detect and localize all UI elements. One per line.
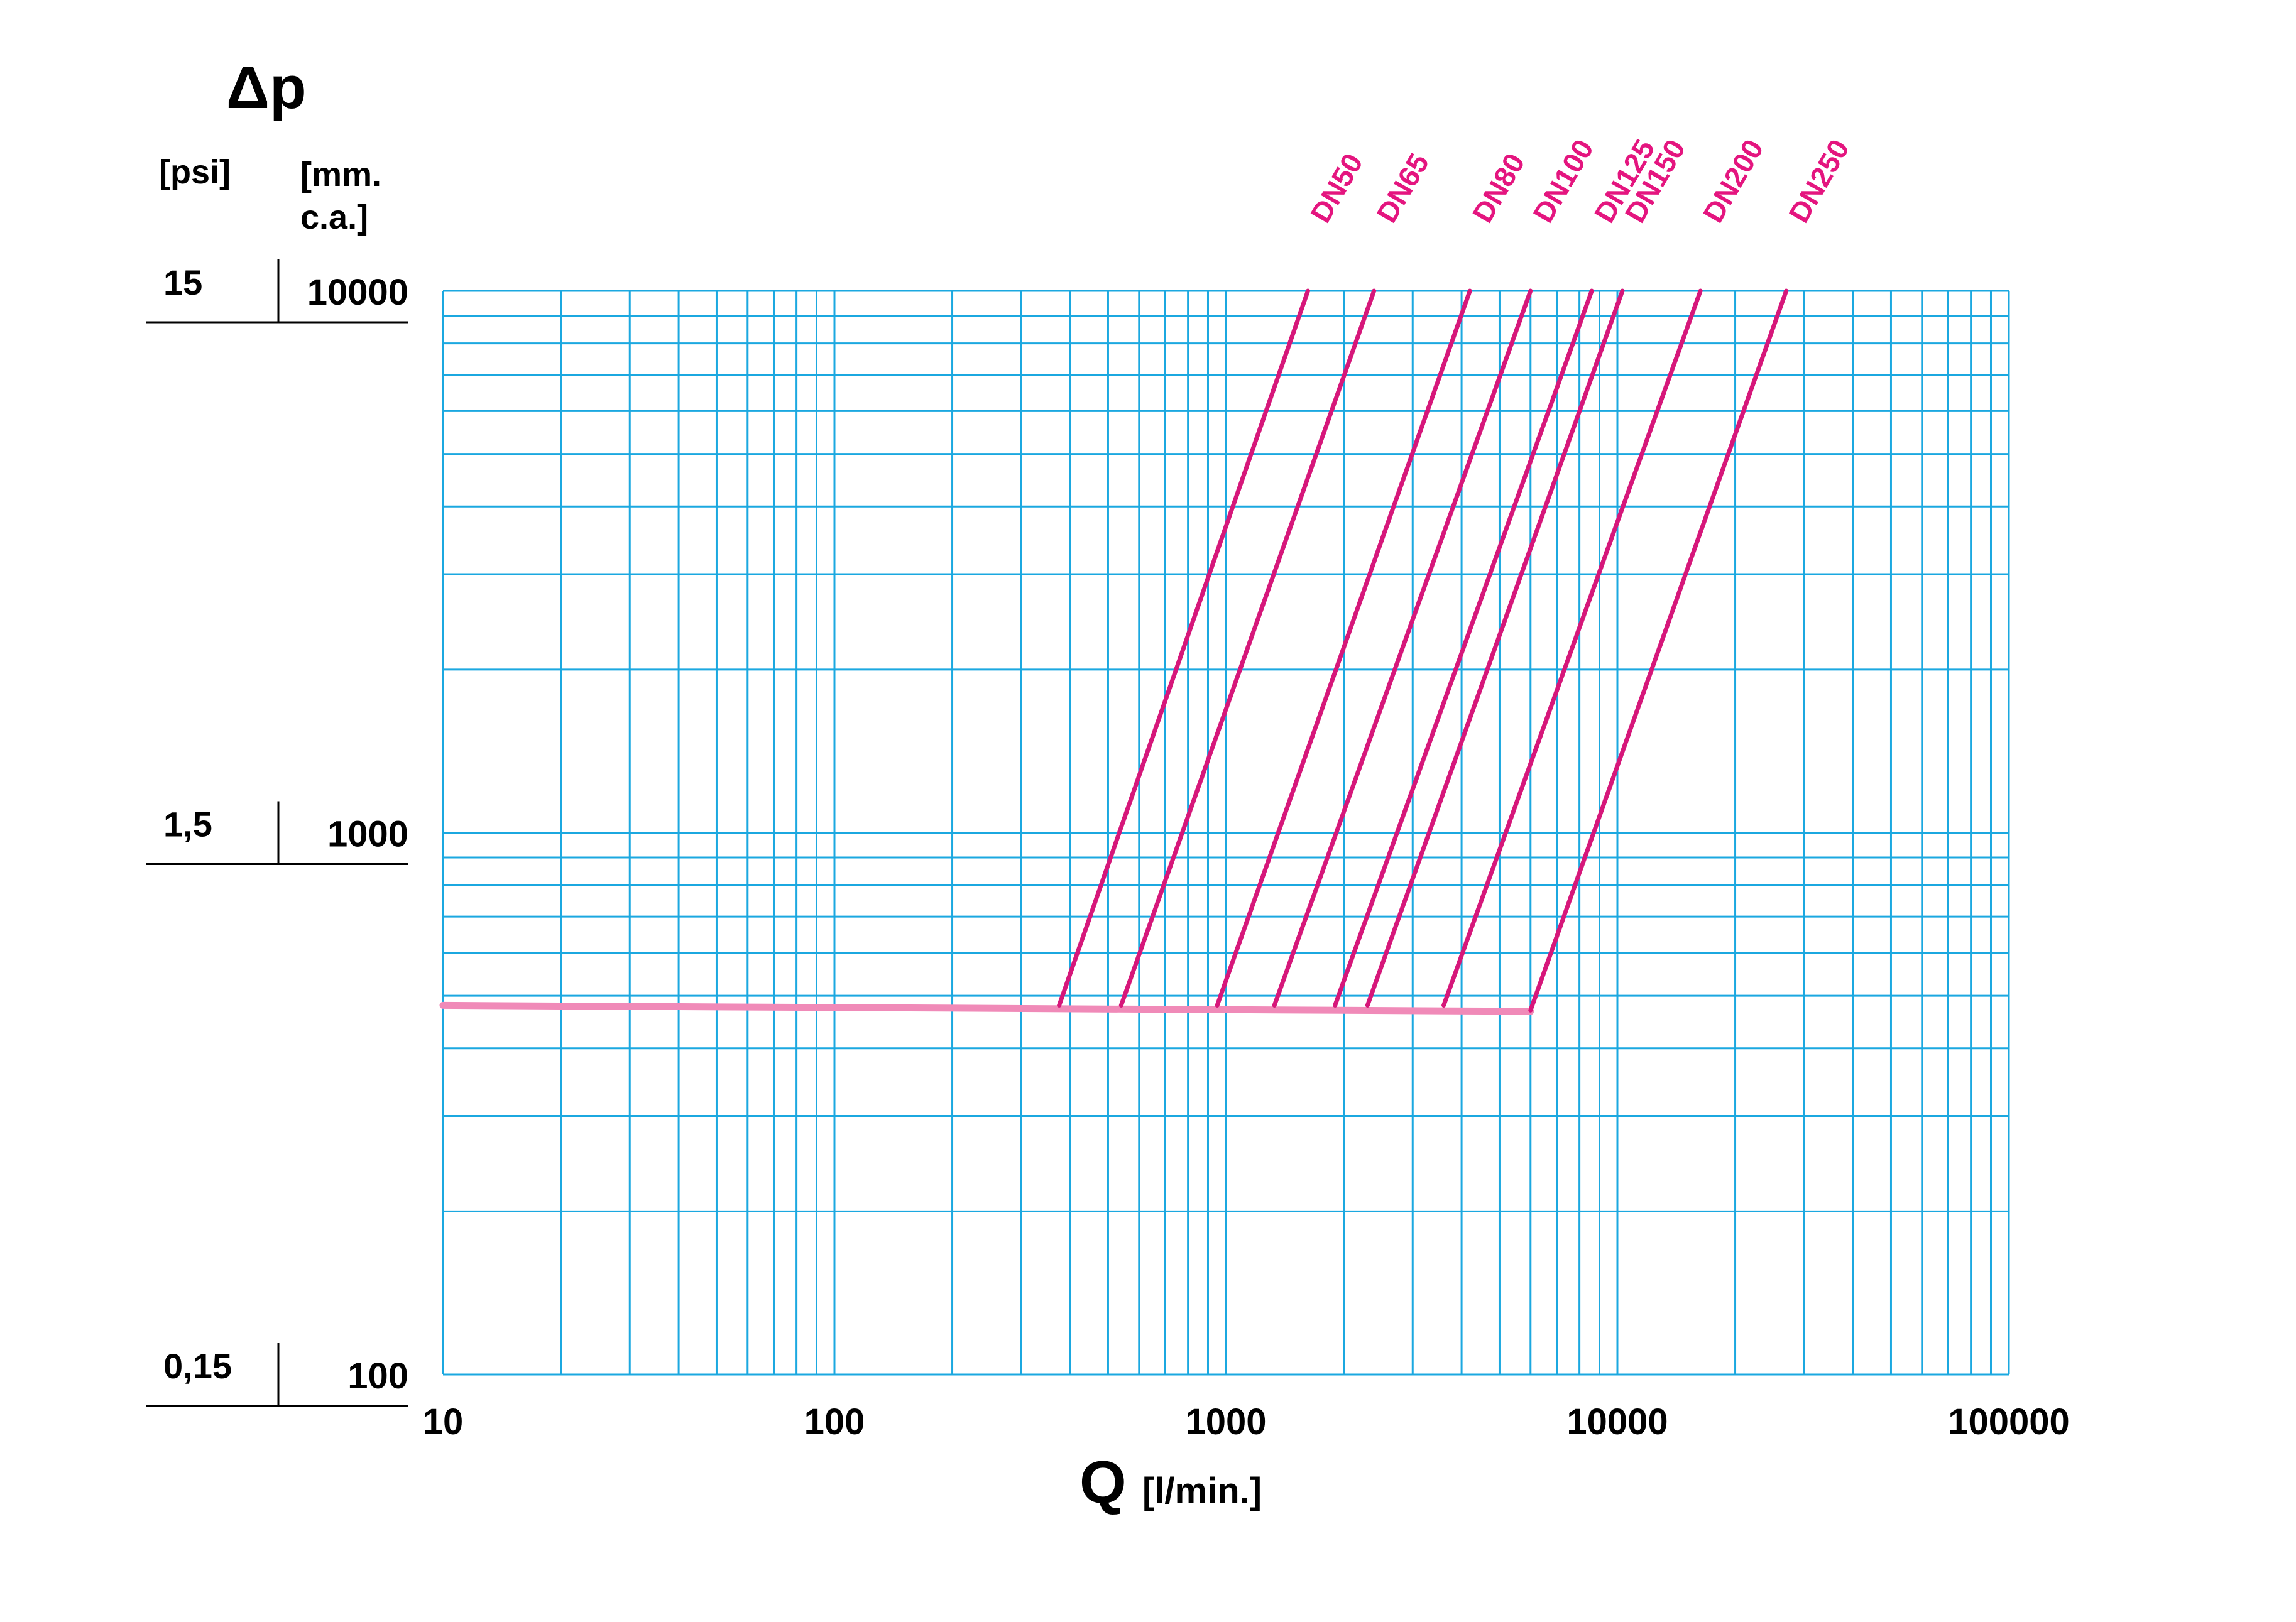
y-tick-label-psi: 0,15 bbox=[163, 1346, 232, 1386]
series-line-dn200 bbox=[1441, 288, 1703, 1008]
series-line-dn65 bbox=[1118, 288, 1377, 1008]
x-tick-labels: 10 100 1000 10000 100000 bbox=[423, 1402, 2070, 1442]
series-line-dn150 bbox=[1365, 288, 1625, 1008]
y-tick-labels: 10000 15 1000 1,5 100 0,15 bbox=[146, 259, 408, 1407]
series-layer bbox=[1057, 288, 1789, 1013]
x-tick-label: 10 bbox=[423, 1402, 464, 1442]
series-label-dn65: DN65 bbox=[1370, 148, 1435, 228]
series-line-dn50 bbox=[1057, 288, 1311, 1008]
series-label-dn100: DN100 bbox=[1526, 134, 1600, 228]
y-axis-symbol: Δp bbox=[226, 54, 307, 121]
y-tick-label-psi: 1,5 bbox=[163, 805, 212, 844]
x-tick-label: 100000 bbox=[1948, 1402, 2070, 1442]
series-line-dn125 bbox=[1333, 288, 1594, 1008]
x-tick-label: 1000 bbox=[1185, 1402, 1266, 1442]
series-label-dn250: DN250 bbox=[1782, 134, 1856, 228]
y-axis-unit-mmca-line2: c.a.] bbox=[300, 199, 368, 236]
x-axis-unit: [l/min.] bbox=[1142, 1471, 1262, 1511]
series-label-dn50: DN50 bbox=[1304, 148, 1369, 228]
y-tick-label-mmca: 100 bbox=[347, 1356, 408, 1396]
x-axis-symbol: Q bbox=[1080, 1449, 1127, 1516]
y-tick-label-mmca: 10000 bbox=[307, 272, 408, 313]
baseline-layer bbox=[439, 1001, 1534, 1015]
y-axis-unit-mmca-line1: [mm. bbox=[300, 156, 381, 193]
series-label-dn200: DN200 bbox=[1697, 134, 1770, 228]
x-tick-label: 100 bbox=[804, 1402, 865, 1442]
series-line-dn250 bbox=[1528, 288, 1789, 1013]
grid bbox=[442, 290, 2010, 1376]
series-label-dn80: DN80 bbox=[1466, 148, 1531, 228]
y-tick-label-mmca: 1000 bbox=[327, 814, 408, 855]
series-line-dn100 bbox=[1272, 288, 1533, 1008]
y-axis-unit-psi: [psi] bbox=[159, 153, 231, 191]
x-tick-label: 10000 bbox=[1566, 1402, 1668, 1442]
series-line-dn80 bbox=[1215, 288, 1472, 1008]
baseline-band bbox=[439, 1001, 1534, 1015]
y-tick-label-psi: 15 bbox=[163, 263, 202, 302]
